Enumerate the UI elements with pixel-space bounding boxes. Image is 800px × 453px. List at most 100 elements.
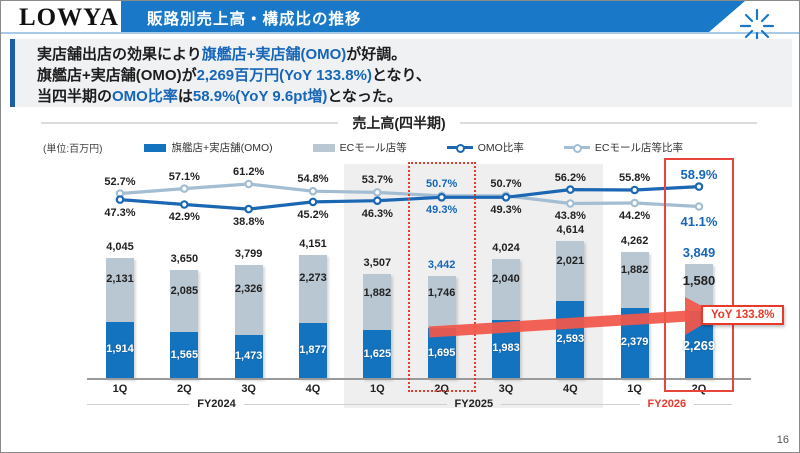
line-swatch-ec-ratio: [563, 143, 590, 153]
bar-segment-ec: [556, 241, 585, 302]
chart-title: 売上高(四半期): [352, 115, 446, 131]
fy-rule: [344, 403, 447, 405]
lowya-logo: LOWYA: [19, 4, 119, 31]
chart-title-row: 売上高(四半期): [41, 113, 758, 133]
bar-swatch-omo: [144, 143, 167, 152]
omo-value-label: 1,625: [363, 347, 392, 360]
quarter-label: 1Q: [112, 383, 128, 395]
quarter-label: 3Q: [498, 383, 514, 395]
summary-text: 旗艦店+実店舗(OMO)が: [37, 67, 197, 84]
omo-value-label: 2,269: [682, 338, 716, 354]
pct-label-ec: 44.2%: [619, 210, 651, 223]
summary-highlight-text: 58.9%(YoY 9.6pt増): [192, 88, 328, 105]
ec-value-label: 1,882: [363, 286, 392, 299]
summary-highlight-text: OMO比率: [112, 88, 178, 105]
bar-segment-omo: [106, 321, 134, 379]
bar-segment-ec: [363, 274, 392, 331]
legend-item-omo-ratio: OMO比率: [446, 140, 524, 155]
quarter-label: 2Q: [434, 383, 449, 395]
pct-label-omo: 58.9%: [680, 166, 718, 182]
pct-label-ec: 43.8%: [554, 210, 586, 223]
bar-segment-ec: [491, 258, 520, 320]
fy-rule: [87, 403, 190, 405]
bar-segment-omo: [298, 322, 327, 379]
pct-label-ec: 53.7%: [361, 174, 393, 187]
omo-value-label: 1,473: [234, 349, 263, 362]
summary-text: となり、: [371, 67, 431, 84]
summary-text: は: [177, 88, 193, 105]
summary-line: 旗艦店+実店舗(OMO)が2,269百万円(YoY 133.8%)となり、: [37, 65, 792, 86]
total-label: 4,024: [492, 241, 520, 254]
ec-value-label: 2,326: [234, 282, 263, 295]
legend-item-ec-bar: ECモール店等: [312, 140, 407, 155]
quarter-label: 4Q: [562, 383, 578, 395]
bar-segment-omo: [234, 334, 263, 379]
pct-label-ec: 54.8%: [297, 173, 329, 186]
bar-segment-omo: [170, 332, 199, 379]
summary-text: 実店舗出店の効果により: [37, 46, 202, 63]
line-swatch-omo-ratio: [446, 143, 473, 153]
fy-label: FY2024: [197, 398, 236, 410]
fy-label: FY2026: [647, 398, 687, 410]
fy-rule: [243, 403, 346, 405]
fy-rule: [601, 403, 640, 405]
summary-text: が好調。: [346, 46, 407, 63]
fy-rule: [501, 403, 604, 405]
header-bar: 販路別売上高・構成比の推移: [121, 1, 745, 32]
summary-highlight-text: 旗艦店+実店舗(OMO): [201, 46, 347, 63]
pct-label-ec: 57.1%: [168, 170, 200, 183]
total-label: 3,442: [427, 259, 456, 272]
legend-label: ECモール店等比率: [594, 142, 683, 154]
summary-panel: 実店舗出店の効果により旗艦店+実店舗(OMO)が好調。 旗艦店+実店舗(OMO)が…: [10, 39, 792, 107]
quarter-label: 1Q: [627, 383, 642, 395]
bar-segment-ec: [234, 265, 263, 335]
pct-label-omo: 47.3%: [104, 206, 136, 219]
ec-value-label: 2,040: [492, 273, 520, 286]
summary-line: 実店舗出店の効果により旗艦店+実店舗(OMO)が好調。: [37, 44, 792, 65]
ec-value-label: 1,882: [620, 264, 649, 277]
bar-segment-omo: [363, 330, 392, 379]
quarter-label: 2Q: [691, 383, 707, 395]
quarter-label: 4Q: [305, 383, 321, 395]
pct-label-omo: 46.3%: [361, 207, 393, 220]
ec-value-label: 1,580: [682, 273, 716, 289]
total-label: 4,262: [620, 234, 649, 247]
title-rule-left: [41, 122, 339, 124]
summary-text: となった。: [327, 88, 402, 105]
bar-segment-ec: [620, 251, 649, 308]
summary-highlight-text: 2,269百万円(YoY 133.8%): [196, 67, 372, 84]
fy-group-fy2024: FY2024: [87, 398, 346, 410]
ec-value-label: 2,131: [106, 273, 134, 286]
fy-label: FY2025: [454, 398, 494, 410]
summary-text: 当四半期の: [37, 88, 113, 105]
ec-value-label: 2,085: [170, 284, 199, 297]
quarter-label: 1Q: [369, 383, 385, 395]
bar-segment-ec: [106, 258, 134, 322]
legend-item-ec-ratio: ECモール店等比率: [563, 140, 683, 155]
pct-label-ec: 41.1%: [680, 213, 718, 229]
ec-value-label: 1,746: [427, 287, 456, 300]
total-label: 3,849: [682, 244, 716, 260]
title-rule-right: [459, 122, 758, 124]
legend-label: OMO比率: [477, 142, 524, 154]
ec-value-label: 2,273: [299, 271, 327, 284]
total-label: 4,045: [106, 241, 134, 254]
highlight-box-2q-fy2025: [407, 162, 476, 392]
pct-label-omo: 56.2%: [554, 171, 586, 184]
fy-rule: [694, 403, 732, 405]
pct-label-omo: 38.8%: [233, 216, 265, 229]
omo-value-label: 1,983: [492, 342, 520, 355]
legend-item-omo-bar: 旗艦店+実店舗(OMO): [144, 140, 273, 155]
omo-value-label: 1,914: [106, 343, 134, 356]
legend: (単位:百万円) 旗艦店+実店舗(OMO) ECモール店等 OMO比率 ECモール店等…: [43, 140, 783, 155]
legend-label: 旗艦店+実店舗(OMO): [171, 142, 273, 154]
pct-label-ec: 50.7%: [490, 177, 522, 190]
omo-value-label: 2,593: [556, 333, 585, 346]
fy-group-fy2025: FY2025: [344, 398, 604, 410]
total-label: 4,614: [556, 224, 585, 237]
highlight-box-2q-fy2026: [663, 158, 734, 392]
summary-line: 当四半期のOMO比率は58.9%(YoY 9.6pt増)となった。: [37, 86, 792, 107]
yoy-badge: YoY 133.8%: [700, 305, 785, 325]
page-title: 販路別売上高・構成比の推移: [147, 11, 362, 28]
